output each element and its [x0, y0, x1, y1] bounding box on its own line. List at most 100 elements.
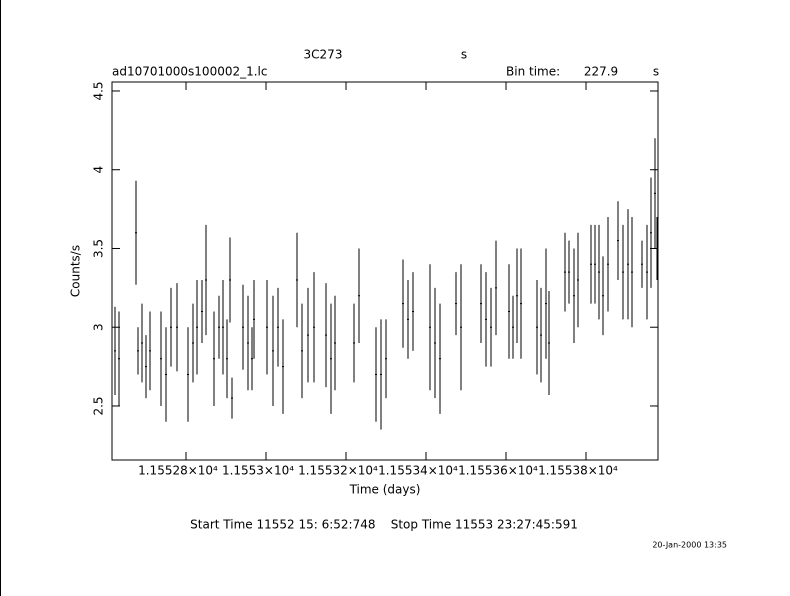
- data-point: [218, 326, 220, 328]
- data-point: [622, 271, 624, 273]
- data-point: [330, 358, 332, 360]
- data-point: [455, 303, 457, 305]
- data-point: [375, 373, 377, 375]
- data-point: [141, 342, 143, 344]
- data-point: [242, 326, 244, 328]
- data-point: [548, 342, 550, 344]
- data-point: [213, 358, 215, 360]
- data-point: [165, 373, 167, 375]
- object-name: 3C273: [304, 48, 343, 62]
- x-tick-label: 1.1553×10⁴: [222, 464, 294, 478]
- y-axis-label: Counts/s: [69, 245, 83, 297]
- data-point: [282, 366, 284, 368]
- data-point: [277, 326, 279, 328]
- data-point: [598, 271, 600, 273]
- data-point: [266, 326, 268, 328]
- y-tick-label: 4: [92, 166, 106, 174]
- x-tick-label: 1.15534×10⁴: [378, 464, 458, 478]
- y-tick-label: 4.5: [92, 81, 106, 100]
- data-point: [646, 271, 648, 273]
- data-point: [407, 318, 409, 320]
- data-point: [460, 326, 462, 328]
- data-point: [654, 192, 656, 194]
- data-point: [296, 279, 298, 281]
- data-point: [353, 342, 355, 344]
- data-point: [429, 326, 431, 328]
- data-point: [196, 326, 198, 328]
- data-point: [222, 326, 224, 328]
- data-point: [226, 358, 228, 360]
- data-point: [201, 310, 203, 312]
- y-tick-label: 3.5: [92, 239, 106, 258]
- bin-label: Bin time:: [506, 65, 560, 79]
- data-point: [480, 303, 482, 305]
- data-point: [358, 295, 360, 297]
- x-axis-label: Time (days): [349, 483, 421, 497]
- data-point: [187, 373, 189, 375]
- data-point: [170, 326, 172, 328]
- data-point: [485, 318, 487, 320]
- data-point: [536, 326, 538, 328]
- data-point: [573, 295, 575, 297]
- data-point: [617, 240, 619, 242]
- data-point: [568, 271, 570, 273]
- data-point: [412, 310, 414, 312]
- data-point: [577, 279, 579, 281]
- data-point: [508, 310, 510, 312]
- plot-frame: [111, 81, 659, 461]
- x-tick-label: 1.15528×10⁴: [138, 464, 218, 478]
- data-point: [590, 263, 592, 265]
- data-point: [520, 303, 522, 305]
- data-point: [650, 232, 652, 234]
- data-point: [272, 350, 274, 352]
- data-point: [253, 318, 255, 320]
- data-point: [594, 263, 596, 265]
- data-point: [564, 271, 566, 273]
- data-point: [490, 326, 492, 328]
- data-point: [334, 342, 336, 344]
- object-unit: s: [461, 48, 467, 62]
- date-stamp: 20-Jan-2000 13:35: [652, 541, 727, 550]
- data-point: [607, 263, 609, 265]
- data-point: [495, 287, 497, 289]
- data-point: [176, 326, 178, 328]
- data-point: [545, 303, 547, 305]
- bin-unit: s: [653, 65, 659, 79]
- data-point: [145, 366, 147, 368]
- bin-value: 227.9: [584, 65, 618, 79]
- data-point: [231, 397, 233, 399]
- data-point: [192, 342, 194, 344]
- footer: Start Time 11552 15: 6:52:748 Stop Time …: [190, 518, 578, 532]
- data-point: [631, 271, 633, 273]
- data-point: [118, 358, 120, 360]
- data-point: [307, 334, 309, 336]
- data-point: [251, 358, 253, 360]
- data-point: [313, 326, 315, 328]
- data-point: [656, 247, 658, 249]
- x-tick-label: 1.15532×10⁴: [298, 464, 378, 478]
- y-tick-label: 3: [92, 323, 106, 331]
- data-point: [434, 342, 436, 344]
- data-point: [540, 334, 542, 336]
- data-point: [135, 232, 137, 234]
- data-point: [380, 373, 382, 375]
- data-point: [627, 263, 629, 265]
- data-point: [149, 350, 151, 352]
- data-point: [137, 350, 139, 352]
- data-point: [229, 279, 231, 281]
- data-point: [205, 279, 207, 281]
- data-point: [512, 326, 514, 328]
- data-point: [301, 350, 303, 352]
- data-point: [402, 303, 404, 305]
- x-tick-label: 1.15536×10⁴: [458, 464, 538, 478]
- data-point: [325, 334, 327, 336]
- data-point: [516, 295, 518, 297]
- data-point: [247, 342, 249, 344]
- file-name: ad10701000s100002_1.lc: [112, 65, 268, 79]
- x-tick-label: 1.15538×10⁴: [538, 464, 618, 478]
- data-point: [439, 358, 441, 360]
- data-point: [602, 295, 604, 297]
- y-tick-label: 2.5: [92, 396, 106, 415]
- data-point: [641, 263, 643, 265]
